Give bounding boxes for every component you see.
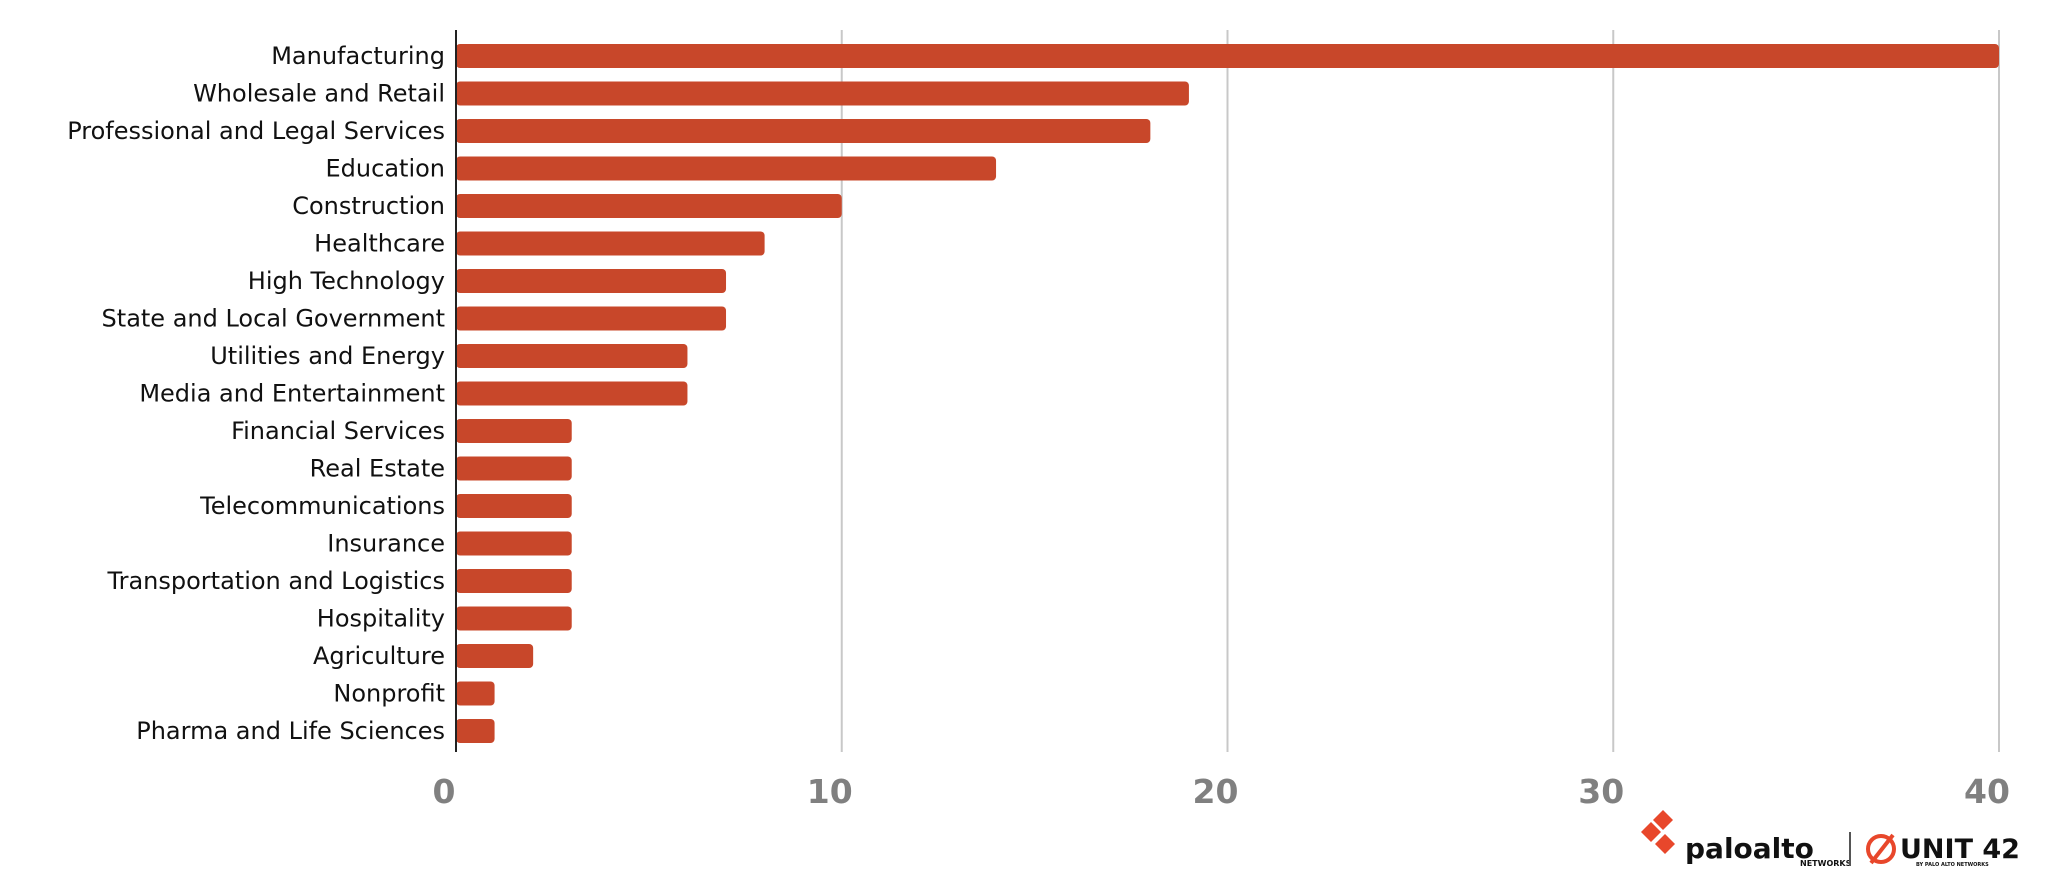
bar-healthcare [456, 231, 765, 256]
bar-real-estate [456, 456, 572, 481]
gridlines [840, 30, 2000, 752]
bar-media-and-entertainment [456, 381, 688, 406]
category-label-wholesale-and-retail: Wholesale and Retail [193, 80, 445, 108]
category-labels: Manufacturing Wholesale and Retail Profess… [67, 42, 445, 745]
category-label-financial-services: Financial Services [231, 417, 445, 445]
bar-wholesale-and-retail [456, 81, 1189, 106]
category-label-transportation-and-logistics: Transportation and Logistics [106, 567, 445, 595]
category-label-media-and-entertainment: Media and Entertainment [139, 380, 445, 408]
unit42-logo-subtext: BY PALO ALTO NETWORKS [1916, 862, 1989, 868]
category-label-pharma-and-life-sciences: Pharma and Life Sciences [136, 717, 445, 745]
category-label-hospitality: Hospitality [317, 605, 445, 633]
bar-transportation-and-logistics [456, 569, 572, 593]
category-label-manufacturing: Manufacturing [271, 42, 445, 70]
paloalto-logo-icon [1641, 810, 1675, 854]
unit42-logo-icon [1866, 833, 1896, 865]
category-label-telecommunications: Telecommunications [199, 492, 445, 520]
x-tick-label-20: 20 [1193, 772, 1239, 811]
bars [456, 44, 1999, 743]
x-tick-labels: 0 10 20 30 40 [433, 772, 2010, 811]
bar-insurance [456, 531, 572, 556]
bar-telecommunications [456, 494, 572, 518]
bar-financial-services [456, 419, 572, 443]
category-label-professional-and-legal-services: Professional and Legal Services [67, 117, 445, 145]
bar-utilities-and-energy [456, 344, 688, 368]
bar-construction [456, 194, 842, 218]
x-tick-label-10: 10 [807, 772, 853, 811]
category-label-agriculture: Agriculture [313, 642, 445, 670]
paloalto-logo-subtext: NETWORKS [1800, 859, 1852, 868]
category-label-insurance: Insurance [327, 530, 445, 558]
bar-education [456, 156, 997, 181]
category-label-healthcare: Healthcare [314, 230, 445, 258]
bar-state-and-local-government [456, 306, 727, 331]
x-tick-label-0: 0 [433, 772, 456, 811]
category-label-nonprofit: Nonprofit [333, 680, 445, 708]
category-label-high-technology: High Technology [248, 267, 445, 295]
category-label-education: Education [326, 155, 445, 183]
bar-nonprofit [456, 681, 495, 706]
category-label-real-estate: Real Estate [310, 455, 445, 483]
category-label-utilities-and-energy: Utilities and Energy [210, 342, 445, 370]
x-tick-label-40: 40 [1964, 772, 2010, 811]
unit42-logo: UNIT 42 BY PALO ALTO NETWORKS [1866, 833, 2020, 868]
paloalto-logo-text: paloalto [1685, 832, 1814, 865]
x-tick-label-30: 30 [1578, 772, 1624, 811]
category-label-state-and-local-government: State and Local Government [102, 305, 445, 333]
category-label-construction: Construction [292, 192, 445, 220]
bar-pharma-and-life-sciences [456, 719, 495, 743]
bar-manufacturing [456, 44, 1999, 68]
bar-hospitality [456, 606, 572, 631]
bar-high-technology [456, 269, 727, 293]
paloalto-logo: paloalto NETWORKS [1641, 810, 1852, 868]
bar-agriculture [456, 644, 534, 668]
unit42-logo-text: UNIT 42 [1900, 834, 2020, 865]
bar-professional-and-legal-services [456, 119, 1151, 143]
